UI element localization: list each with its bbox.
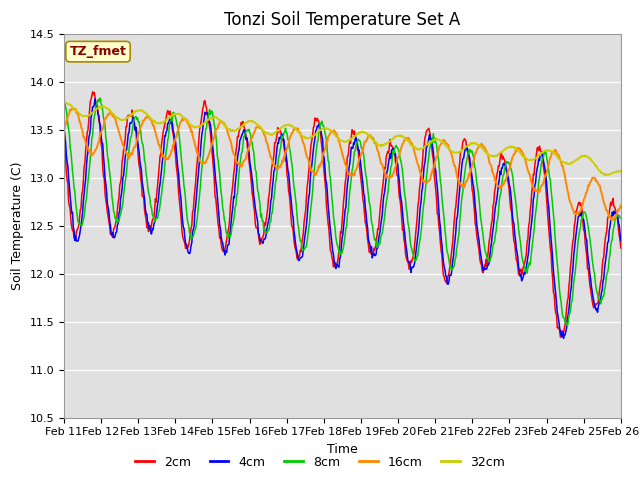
Legend: 2cm, 4cm, 8cm, 16cm, 32cm: 2cm, 4cm, 8cm, 16cm, 32cm	[130, 451, 510, 474]
16cm	[214, 123, 222, 129]
32cm	[60, 100, 68, 106]
8cm	[428, 138, 435, 144]
2cm	[214, 221, 222, 227]
4cm	[411, 259, 419, 265]
16cm	[128, 151, 136, 157]
16cm	[71, 107, 79, 113]
32cm	[184, 119, 192, 125]
2cm	[617, 245, 625, 251]
Line: 4cm: 4cm	[64, 99, 621, 338]
32cm	[601, 172, 609, 178]
2cm	[128, 107, 136, 113]
2cm	[557, 334, 564, 340]
8cm	[97, 96, 104, 101]
8cm	[128, 129, 136, 134]
32cm	[426, 140, 434, 145]
8cm	[564, 323, 572, 329]
2cm	[185, 242, 193, 248]
4cm	[91, 96, 99, 102]
4cm	[559, 336, 567, 341]
4cm	[428, 136, 435, 142]
4cm	[70, 228, 78, 234]
4cm	[60, 124, 68, 130]
8cm	[185, 222, 193, 228]
Y-axis label: Soil Temperature (C): Soil Temperature (C)	[11, 161, 24, 290]
Line: 16cm: 16cm	[64, 108, 621, 220]
32cm	[410, 145, 418, 151]
2cm	[70, 236, 78, 241]
32cm	[127, 112, 135, 118]
32cm	[214, 116, 221, 121]
Line: 32cm: 32cm	[64, 103, 621, 175]
8cm	[70, 185, 78, 191]
16cm	[617, 203, 625, 208]
Text: TZ_fmet: TZ_fmet	[70, 45, 127, 58]
Line: 8cm: 8cm	[64, 98, 621, 326]
Title: Tonzi Soil Temperature Set A: Tonzi Soil Temperature Set A	[224, 11, 461, 29]
4cm	[185, 250, 193, 256]
16cm	[607, 217, 615, 223]
8cm	[214, 157, 222, 163]
16cm	[60, 128, 68, 134]
16cm	[411, 150, 419, 156]
2cm	[428, 139, 435, 144]
16cm	[428, 171, 435, 177]
32cm	[70, 106, 78, 112]
8cm	[60, 100, 68, 106]
X-axis label: Time: Time	[327, 443, 358, 456]
4cm	[617, 238, 625, 243]
2cm	[89, 89, 97, 95]
Line: 2cm: 2cm	[64, 92, 621, 337]
16cm	[70, 105, 77, 111]
8cm	[411, 258, 419, 264]
2cm	[411, 240, 419, 246]
2cm	[60, 141, 68, 147]
32cm	[617, 168, 625, 174]
4cm	[128, 119, 136, 124]
8cm	[617, 215, 625, 221]
16cm	[185, 122, 193, 128]
4cm	[214, 203, 222, 208]
